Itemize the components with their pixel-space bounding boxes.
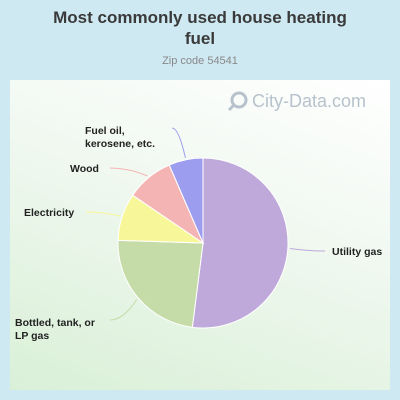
magnifier-icon [227, 91, 248, 112]
watermark-text: City-Data.com [252, 91, 366, 111]
watermark: City-Data.com [227, 91, 366, 112]
slice-label: Fuel oil, kerosene, etc. [85, 125, 155, 150]
pie-leader-lines [85, 127, 326, 321]
pie-slice-fuel-oil-kerosene-etc [168, 157, 204, 244]
leader-line [109, 167, 148, 177]
chart-title-line1: Most commonly used house heating [53, 8, 347, 27]
pie-labels: Utility gas Bottled, tank, or LP gas Electr… [15, 125, 382, 342]
chart-title-line2: fuel [184, 29, 216, 48]
slice-label: Electricity [24, 207, 74, 219]
leader-line [85, 211, 121, 217]
chart-subtitle: Zip code 54541 [162, 55, 238, 67]
slice-label: Utility gas [332, 246, 382, 258]
pie-slices [117, 157, 289, 329]
slice-label: Wood [70, 163, 99, 175]
pie-slice-utility-gas [191, 157, 289, 329]
leader-line [109, 299, 138, 321]
slice-label: Bottled, tank, or LP gas [15, 317, 95, 342]
leader-line [171, 127, 186, 158]
chart-title: Most commonly used house heating fuel [0, 7, 400, 49]
leader-line [289, 248, 326, 252]
pie-slice-bottled-tank-or-lp-gas [117, 239, 204, 328]
